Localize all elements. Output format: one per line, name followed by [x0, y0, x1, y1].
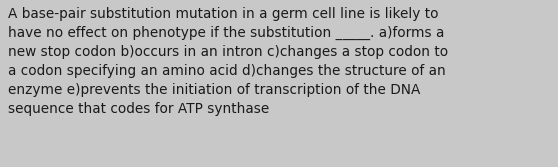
- Text: A base-pair substitution mutation in a germ cell line is likely to
have no effec: A base-pair substitution mutation in a g…: [8, 7, 449, 116]
